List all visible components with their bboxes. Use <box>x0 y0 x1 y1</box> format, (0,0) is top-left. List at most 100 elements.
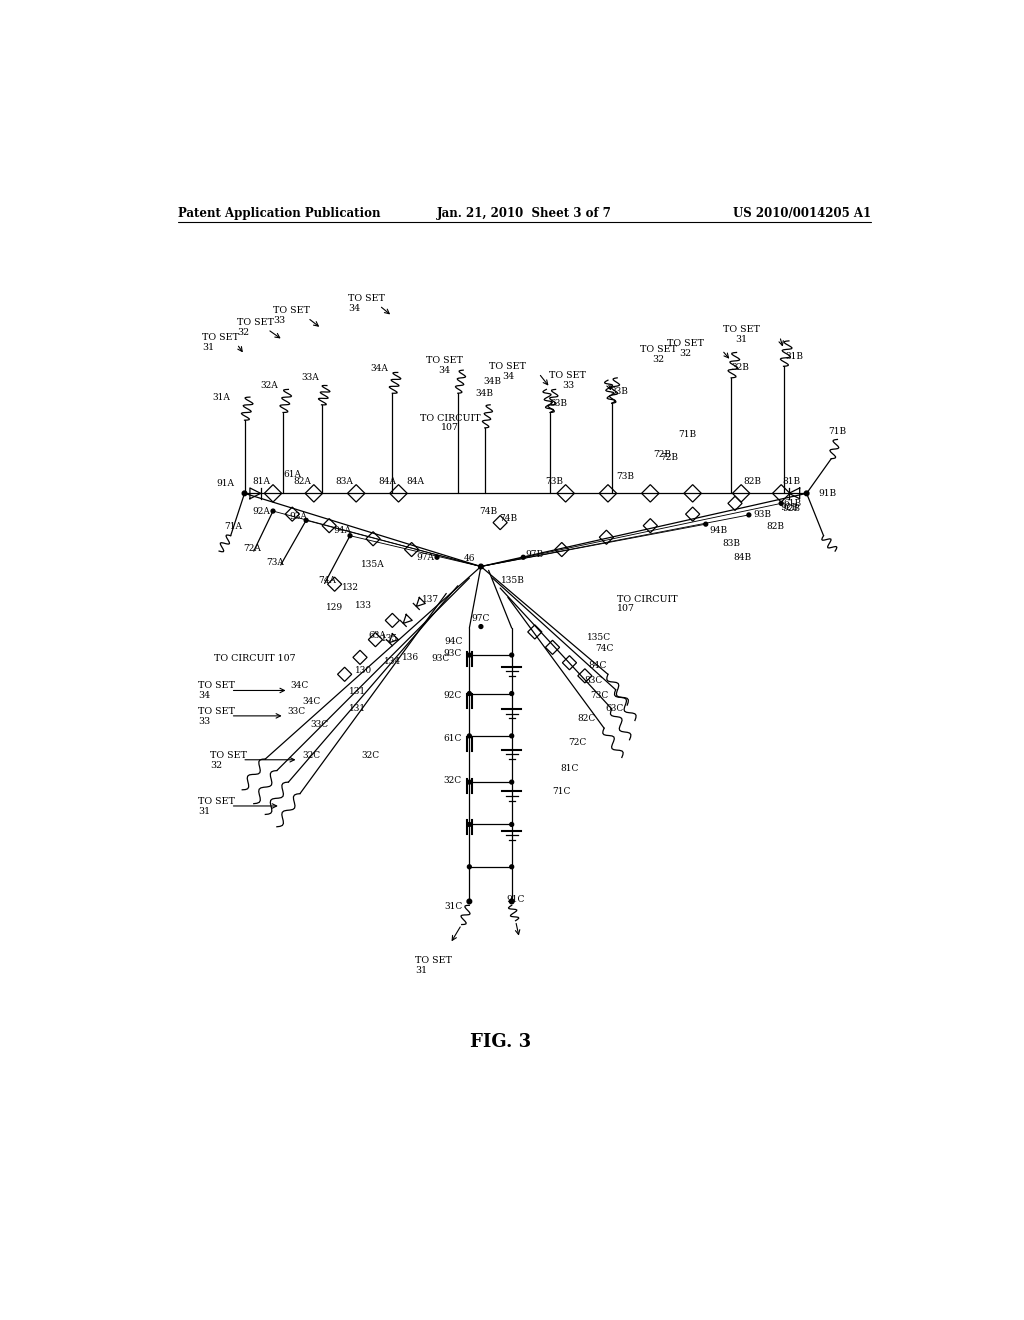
Text: TO SET: TO SET <box>237 318 273 327</box>
Text: 32: 32 <box>652 355 665 364</box>
Text: 34B: 34B <box>476 389 494 397</box>
Text: 93A: 93A <box>290 512 307 521</box>
Bar <box>305 484 323 502</box>
Text: 131: 131 <box>349 686 367 696</box>
Bar <box>494 516 507 529</box>
Text: 94B: 94B <box>709 525 727 535</box>
Circle shape <box>467 734 471 738</box>
Bar <box>642 484 659 502</box>
Text: TO SET: TO SET <box>667 339 703 347</box>
Bar <box>385 614 399 627</box>
Text: TO SET: TO SET <box>640 345 677 354</box>
Text: 31B: 31B <box>785 352 803 360</box>
Text: 31: 31 <box>416 966 428 975</box>
Circle shape <box>435 556 439 560</box>
Text: 135: 135 <box>381 634 398 643</box>
Circle shape <box>479 624 483 628</box>
Bar <box>338 667 351 681</box>
Circle shape <box>467 780 471 784</box>
Circle shape <box>804 491 809 496</box>
Text: TO SET: TO SET <box>348 294 385 304</box>
Text: TO SET: TO SET <box>202 333 239 342</box>
Text: 32C: 32C <box>302 751 321 759</box>
Circle shape <box>348 533 352 537</box>
Text: 33B: 33B <box>610 387 629 396</box>
Bar <box>404 543 419 557</box>
Circle shape <box>510 653 514 657</box>
Text: 84A: 84A <box>378 478 396 486</box>
Text: 136: 136 <box>401 653 419 661</box>
Text: 131: 131 <box>349 705 367 713</box>
Text: TO SET: TO SET <box>273 306 310 315</box>
Bar <box>366 532 380 546</box>
Circle shape <box>478 564 483 569</box>
Text: TO SET: TO SET <box>723 325 760 334</box>
Text: 34A: 34A <box>371 364 388 374</box>
Circle shape <box>510 780 514 784</box>
Text: 61B: 61B <box>783 499 802 508</box>
Text: 33C: 33C <box>287 706 305 715</box>
Text: 132: 132 <box>342 583 358 591</box>
Bar <box>599 484 616 502</box>
Text: 92C: 92C <box>443 692 462 701</box>
Text: 82B: 82B <box>743 478 762 486</box>
Text: 32C: 32C <box>361 751 380 759</box>
Text: 71B: 71B <box>828 428 847 436</box>
Bar <box>347 484 365 502</box>
Text: 63C: 63C <box>605 705 624 713</box>
Bar <box>578 669 592 682</box>
Bar <box>728 496 742 511</box>
Text: Patent Application Publication: Patent Application Publication <box>178 207 381 220</box>
Text: 73A: 73A <box>266 558 285 568</box>
Text: TO SET: TO SET <box>489 362 526 371</box>
Text: 92A: 92A <box>253 507 270 516</box>
Circle shape <box>779 502 783 506</box>
Text: 92B: 92B <box>780 503 798 512</box>
Text: 94A: 94A <box>333 525 351 535</box>
Bar <box>562 656 577 669</box>
Bar <box>684 484 701 502</box>
Text: 73C: 73C <box>590 690 608 700</box>
Text: 74C: 74C <box>596 644 614 653</box>
Bar <box>264 484 282 502</box>
Text: 72B: 72B <box>660 453 679 462</box>
Text: 81C: 81C <box>560 764 579 772</box>
Circle shape <box>243 491 247 496</box>
Circle shape <box>467 692 471 696</box>
Bar <box>527 624 542 639</box>
Bar <box>285 507 299 521</box>
Circle shape <box>509 899 514 904</box>
Text: 81B: 81B <box>782 478 801 486</box>
Circle shape <box>467 865 471 869</box>
Text: 32C: 32C <box>443 776 462 785</box>
Text: TO SET: TO SET <box>550 371 587 380</box>
Text: TO SET: TO SET <box>199 797 236 805</box>
Text: TO CIRCUIT: TO CIRCUIT <box>617 595 678 605</box>
Text: 135B: 135B <box>502 576 525 585</box>
Text: 133: 133 <box>354 601 372 610</box>
Text: 84C: 84C <box>589 660 607 669</box>
Text: 72C: 72C <box>568 738 586 747</box>
Text: 83B: 83B <box>722 539 740 548</box>
Text: 84B: 84B <box>733 553 752 562</box>
Text: 72B: 72B <box>653 450 671 459</box>
Text: 61C: 61C <box>443 734 462 743</box>
Text: 91A: 91A <box>216 479 234 488</box>
Circle shape <box>467 822 471 826</box>
Text: 33: 33 <box>199 717 211 726</box>
Text: 73B: 73B <box>616 473 635 480</box>
Text: 130: 130 <box>355 667 373 675</box>
Text: 33: 33 <box>562 381 574 389</box>
Text: TO CIRCUIT 107: TO CIRCUIT 107 <box>214 655 295 664</box>
Text: 129: 129 <box>326 603 343 611</box>
Text: 97B: 97B <box>525 550 544 560</box>
Bar <box>328 577 342 591</box>
Text: US 2010/0014205 A1: US 2010/0014205 A1 <box>733 207 871 220</box>
Circle shape <box>510 822 514 826</box>
Circle shape <box>510 692 514 696</box>
Text: TO SET: TO SET <box>199 706 236 715</box>
Text: 34C: 34C <box>302 697 321 706</box>
Circle shape <box>271 510 274 513</box>
Text: 97A: 97A <box>417 553 434 562</box>
Text: 82B: 82B <box>767 521 784 531</box>
